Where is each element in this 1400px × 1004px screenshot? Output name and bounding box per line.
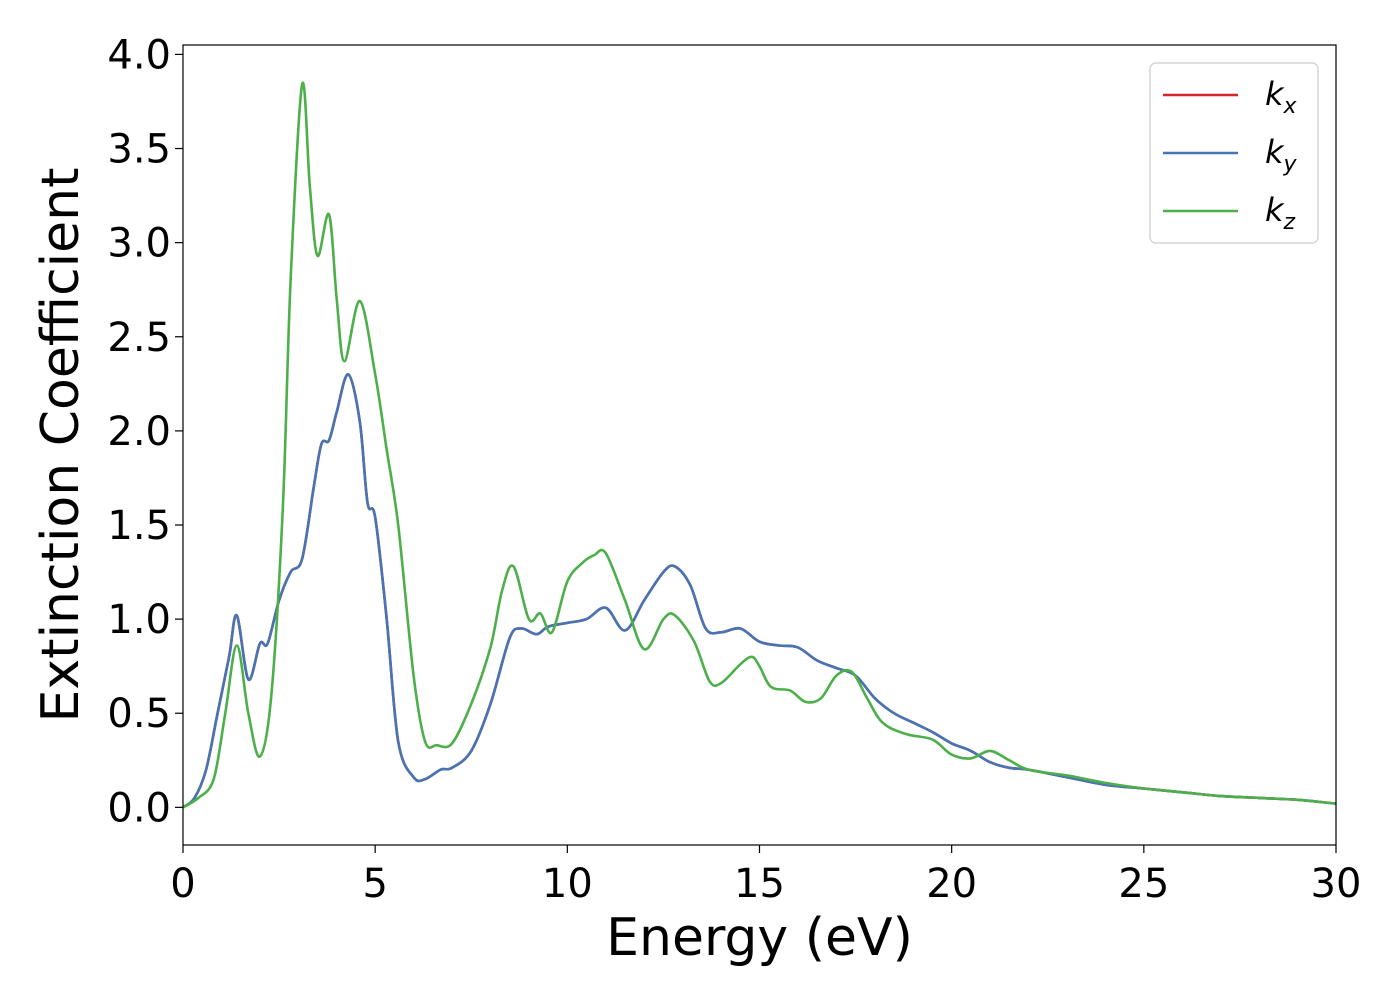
y-tick-label: 0.5 [107, 691, 171, 737]
plot-area [183, 81, 1336, 809]
legend: kx ky kz [1149, 62, 1319, 244]
series-line-z [183, 81, 1336, 809]
y-tick-label: 1.0 [107, 597, 171, 643]
x-tick-label: 30 [1311, 861, 1362, 907]
legend-label-z: kz [1265, 191, 1296, 235]
y-tick-label: 2.5 [107, 315, 171, 361]
legend-label-x: kx [1265, 75, 1298, 119]
y-tick-label: 1.5 [107, 503, 171, 549]
series-line-y [183, 373, 1336, 809]
y-tick-label: 2.0 [107, 409, 171, 455]
x-tick-label: 15 [734, 861, 785, 907]
y-tick-label: 4.0 [107, 32, 171, 78]
x-tick-label: 25 [1118, 861, 1169, 907]
x-tick-label: 20 [926, 861, 977, 907]
y-axis-title: Extinction Coefficient [31, 168, 91, 723]
series-line-x [183, 373, 1336, 809]
x-tick-label: 5 [362, 861, 387, 907]
axes: 0 5 10 15 20 25 30 0.0 0.5 1.0 1.5 2.0 2.5 3.0 3.5 4.0 [107, 32, 1361, 907]
x-axis-title: Energy (eV) [606, 908, 913, 968]
y-tick-label: 3.0 [107, 221, 171, 267]
y-tick-label: 0.0 [107, 785, 171, 831]
x-tick-label: 10 [542, 861, 593, 907]
x-tick-label: 0 [170, 861, 195, 907]
y-tick-label: 3.5 [107, 127, 171, 173]
legend-label-y: ky [1265, 133, 1298, 177]
